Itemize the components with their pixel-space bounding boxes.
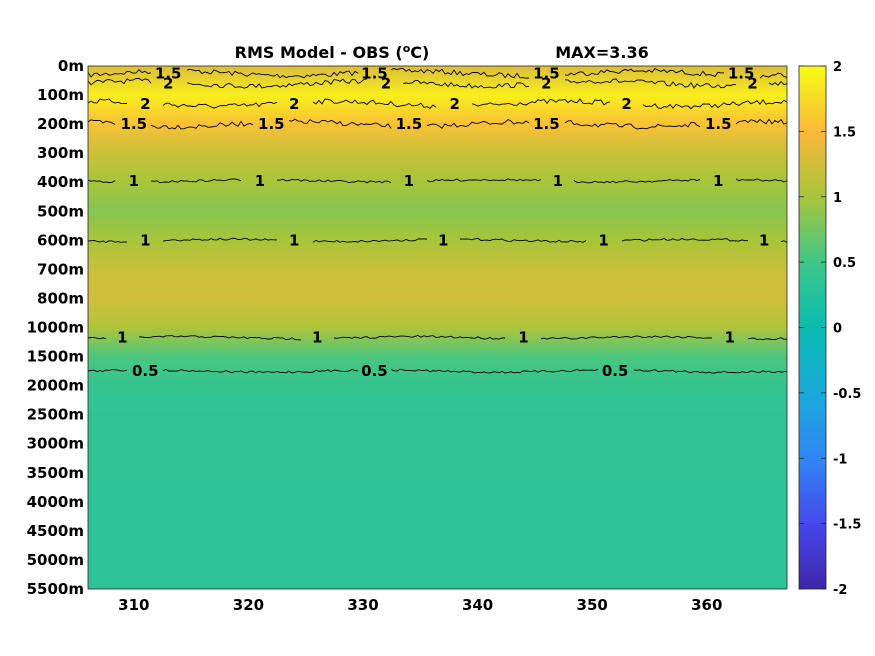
- contour-label: 1: [255, 172, 265, 190]
- colorbar-tick-label: 2: [833, 60, 842, 75]
- contour-line: [87, 118, 788, 130]
- y-tick-label: 2500m: [27, 406, 84, 424]
- contour-label: 2: [449, 95, 459, 113]
- contour-label: 0.5: [602, 362, 629, 380]
- colorbar-ticks: 2 1.5 1 0.5 0 -0.5 -1 -1.5 -2: [799, 60, 861, 598]
- contour-label: 1: [553, 172, 563, 190]
- x-tick-label: 350: [577, 596, 608, 614]
- x-tick-label: 310: [118, 596, 149, 614]
- y-tick-label: 200m: [37, 115, 84, 133]
- contour-label: 2: [541, 74, 551, 92]
- contour-label: 1: [140, 231, 150, 249]
- colorbar-tick-label: 0.5: [833, 256, 856, 271]
- contour-label: 1.5: [728, 64, 755, 82]
- contour-line: [87, 67, 788, 79]
- contour-line: [87, 237, 788, 244]
- x-axis-ticks: 310 320 330 340 350 360: [118, 596, 722, 614]
- contour-label: 2: [381, 74, 391, 92]
- contour-label: 1.5: [258, 115, 285, 133]
- colorbar-tick-label: 1: [833, 191, 842, 206]
- y-tick-label: 400m: [37, 173, 84, 191]
- colorbar-tick-label: 1.5: [833, 125, 856, 140]
- x-tick-label: 340: [462, 596, 493, 614]
- contour-line: [87, 335, 788, 341]
- y-tick-label: 5500m: [27, 580, 84, 598]
- contour-label: 1.5: [533, 115, 560, 133]
- contour-label: 1: [518, 329, 528, 347]
- contour-label: 1.5: [705, 115, 732, 133]
- contour-labels: 1.5 1.5 1.5 1.52 2 2 22 2 2 21.5 1.5 1.5 1.5 1.51 1 1 1 1…: [117, 64, 769, 380]
- y-axis-ticks: 0m 100m 200m 300m 400m 500m 600m 700m 800m 1000m 1…: [27, 57, 84, 598]
- y-tick-label: 4000m: [27, 493, 84, 511]
- contour-label: 1.5: [155, 64, 182, 82]
- contour-line: [87, 368, 788, 374]
- contour-label: 2: [621, 95, 631, 113]
- contour-label: 1: [724, 329, 734, 347]
- plot-frame: [87, 65, 788, 590]
- y-tick-label: 3500m: [27, 464, 84, 482]
- colorbar-tick-label: 0: [833, 322, 842, 337]
- contour-label: 1: [289, 231, 299, 249]
- y-tick-label: 100m: [37, 86, 84, 104]
- contour-label: 1: [117, 329, 127, 347]
- colorbar-tick-label: -0.5: [833, 387, 861, 402]
- contour-label: 1: [713, 172, 723, 190]
- contour-lines: [87, 67, 788, 374]
- y-tick-label: 0m: [58, 57, 84, 75]
- contour-label: 1: [312, 329, 322, 347]
- contour-label: 1: [759, 231, 769, 249]
- y-tick-label: 300m: [37, 144, 84, 162]
- colorbar-tick-label: -2: [833, 583, 847, 598]
- y-tick-label: 500m: [37, 202, 84, 220]
- max-label: MAX=3.36: [555, 43, 649, 62]
- x-tick-label: 330: [347, 596, 378, 614]
- y-tick-label: 5000m: [27, 551, 84, 569]
- contour-label: 1.5: [121, 115, 148, 133]
- colorbar-tick-label: -1: [833, 452, 847, 467]
- y-tick-label: 1000m: [27, 319, 84, 337]
- contour-label: 1: [598, 231, 608, 249]
- y-tick-label: 2000m: [27, 377, 84, 395]
- contour-label: 2: [140, 95, 150, 113]
- y-tick-label: 700m: [37, 260, 84, 278]
- y-tick-label: 3000m: [27, 435, 84, 453]
- y-tick-label: 800m: [37, 289, 84, 307]
- contour-line: [87, 98, 788, 110]
- heatmap-field: [88, 66, 787, 589]
- contour-label: 2: [289, 95, 299, 113]
- y-tick-label: 1500m: [27, 348, 84, 366]
- x-tick-label: 360: [691, 596, 722, 614]
- colorbar-tick-label: -1.5: [833, 518, 861, 533]
- contour-label: 1.5: [533, 64, 560, 82]
- y-tick-label: 600m: [37, 231, 84, 249]
- contour-label: 2: [747, 74, 757, 92]
- contour-label: 1: [129, 172, 139, 190]
- x-tick-label: 320: [233, 596, 264, 614]
- contour-label: 1.5: [396, 115, 423, 133]
- contour-label: 0.5: [132, 362, 159, 380]
- contour-label: 1.5: [361, 64, 388, 82]
- contour-label: 1: [404, 172, 414, 190]
- chart-title: RMS Model - OBS (oC): [235, 42, 430, 62]
- contour-line: [87, 78, 788, 89]
- contour-line: [87, 178, 788, 184]
- y-tick-label: 4500m: [27, 522, 84, 540]
- contour-label: 1: [438, 231, 448, 249]
- contour-label: 2: [163, 74, 173, 92]
- contour-label: 0.5: [361, 362, 388, 380]
